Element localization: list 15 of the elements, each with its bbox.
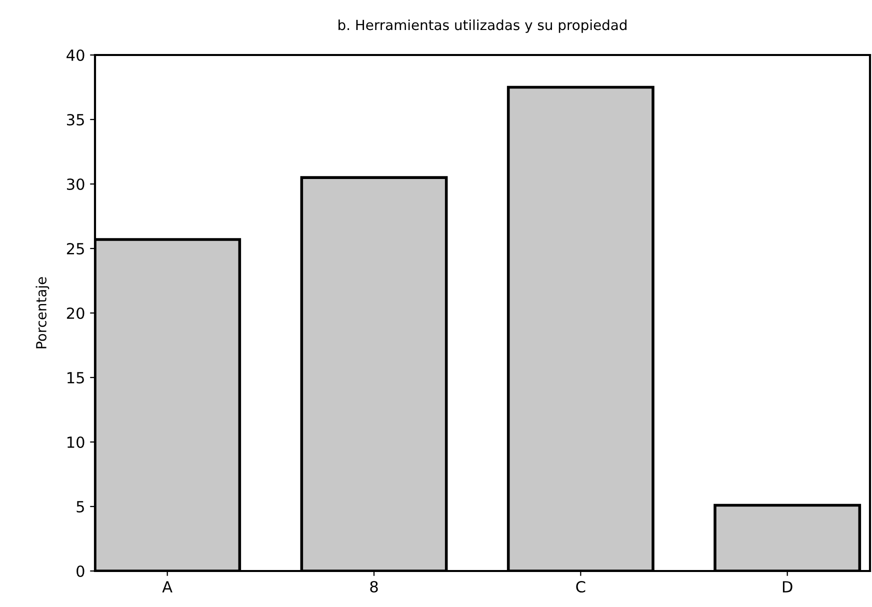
x-tick-label: A — [162, 581, 172, 592]
y-tick-label: 20 — [66, 307, 84, 320]
x-tick-label: C — [576, 580, 586, 593]
y-tick-label: 35 — [67, 114, 84, 126]
y-tick-label: 5 — [76, 501, 84, 513]
y-tick-label: 30 — [67, 178, 84, 190]
y-axis-title: Porcentaje — [36, 277, 50, 348]
y-tick-label: 0 — [76, 565, 84, 578]
x-tick-label: 8 — [370, 580, 378, 593]
y-tick-label: 15 — [68, 372, 84, 384]
x-tick-label: D — [782, 581, 792, 592]
y-tick-label: 10 — [68, 436, 84, 448]
y-tick-label: 40 — [66, 49, 84, 62]
chart-title: b. Herramientas utilizadas y su propiedad — [338, 19, 626, 33]
y-tick-label: 25 — [66, 242, 84, 255]
